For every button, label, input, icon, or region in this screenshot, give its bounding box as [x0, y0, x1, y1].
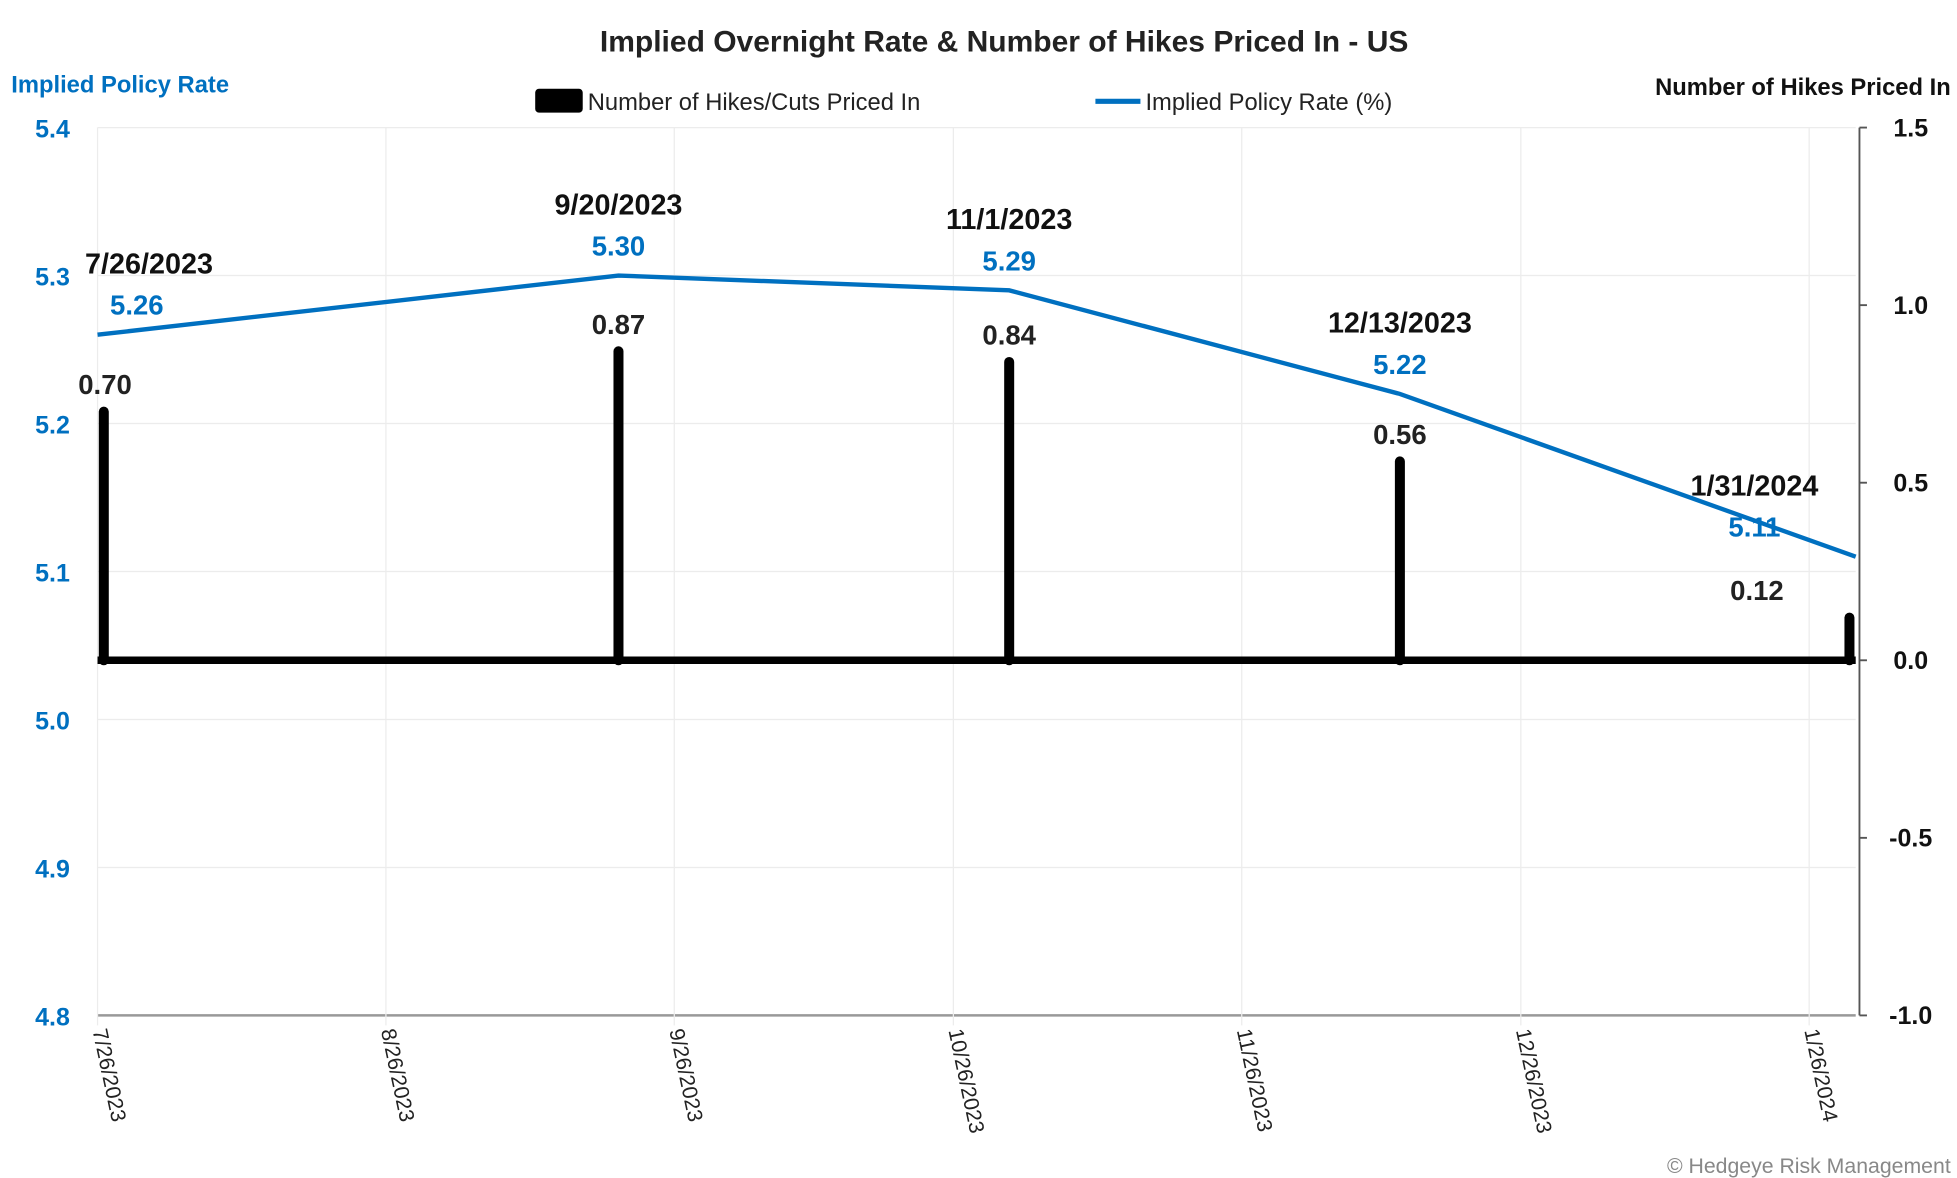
right-tick-label: 0.0 — [1893, 647, 1928, 675]
hikes-label: 0.84 — [982, 319, 1036, 350]
x-tick-label: 11/26/2023 — [1232, 1026, 1277, 1133]
chart-title: Implied Overnight Rate & Number of Hikes… — [600, 25, 1409, 58]
right-tick-label: -1.0 — [1889, 1002, 1932, 1030]
legend-label-hikes: Number of Hikes/Cuts Priced In — [588, 89, 921, 116]
data-labels: 7/26/2023 5.26 0.70 9/20/2023 5.30 0.87 11/1/2… — [78, 189, 1818, 606]
legend-label-rate: Implied Policy Rate (%) — [1145, 89, 1392, 116]
rate-line-series — [97, 273, 1857, 559]
x-tick-label: 7/26/2023 — [88, 1026, 131, 1123]
left-tick-label: 5.0 — [35, 707, 70, 735]
right-tick-label: -0.5 — [1889, 825, 1932, 853]
rate-label: 5.30 — [592, 231, 646, 262]
hikes-label: 0.12 — [1730, 575, 1784, 606]
legend-swatch-hikes — [535, 88, 583, 113]
left-tick-label: 5.4 — [35, 116, 70, 144]
copyright: © Hedgeye Risk Management — [1667, 1154, 1951, 1178]
left-tick-label: 5.1 — [35, 559, 70, 587]
right-tick-label: 1.0 — [1893, 292, 1928, 320]
date-label: 1/31/2024 — [1690, 470, 1818, 502]
grid — [96, 126, 1856, 1026]
x-tick-label: 8/26/2023 — [376, 1026, 419, 1123]
x-tick-label: 9/26/2023 — [664, 1026, 707, 1123]
rate-label: 5.11 — [1728, 512, 1780, 543]
right-tick-label: 1.5 — [1893, 114, 1928, 142]
hikes-label: 0.56 — [1373, 419, 1427, 450]
left-tick-label: 5.2 — [35, 412, 70, 440]
date-label: 11/1/2023 — [946, 204, 1072, 236]
legend: Number of Hikes/Cuts Priced In Implied P… — [535, 88, 1392, 116]
x-tick-label: 1/26/2024 — [1799, 1026, 1842, 1124]
date-label: 9/20/2023 — [555, 189, 683, 221]
rate-label: 5.22 — [1373, 349, 1427, 380]
x-tick-label: 10/26/2023 — [943, 1026, 989, 1135]
bars — [97, 346, 1856, 666]
right-tick-label: 0.5 — [1893, 469, 1928, 497]
rate-label: 5.26 — [110, 290, 164, 321]
left-tick-label: 4.9 — [35, 855, 70, 883]
date-label: 12/13/2023 — [1328, 308, 1472, 340]
rate-line — [97, 273, 1857, 559]
date-label: 7/26/2023 — [85, 248, 213, 280]
hikes-label: 0.87 — [592, 309, 646, 340]
rate-label: 5.29 — [982, 245, 1036, 276]
left-axis-title: Implied Policy Rate — [11, 72, 229, 99]
right-axis-title: Number of Hikes Priced In — [1655, 74, 1951, 101]
left-tick-label: 4.8 — [35, 1003, 70, 1031]
x-tick-label: 12/26/2023 — [1511, 1026, 1557, 1135]
left-tick-label: 5.3 — [35, 264, 70, 292]
hikes-label: 0.70 — [78, 369, 132, 400]
